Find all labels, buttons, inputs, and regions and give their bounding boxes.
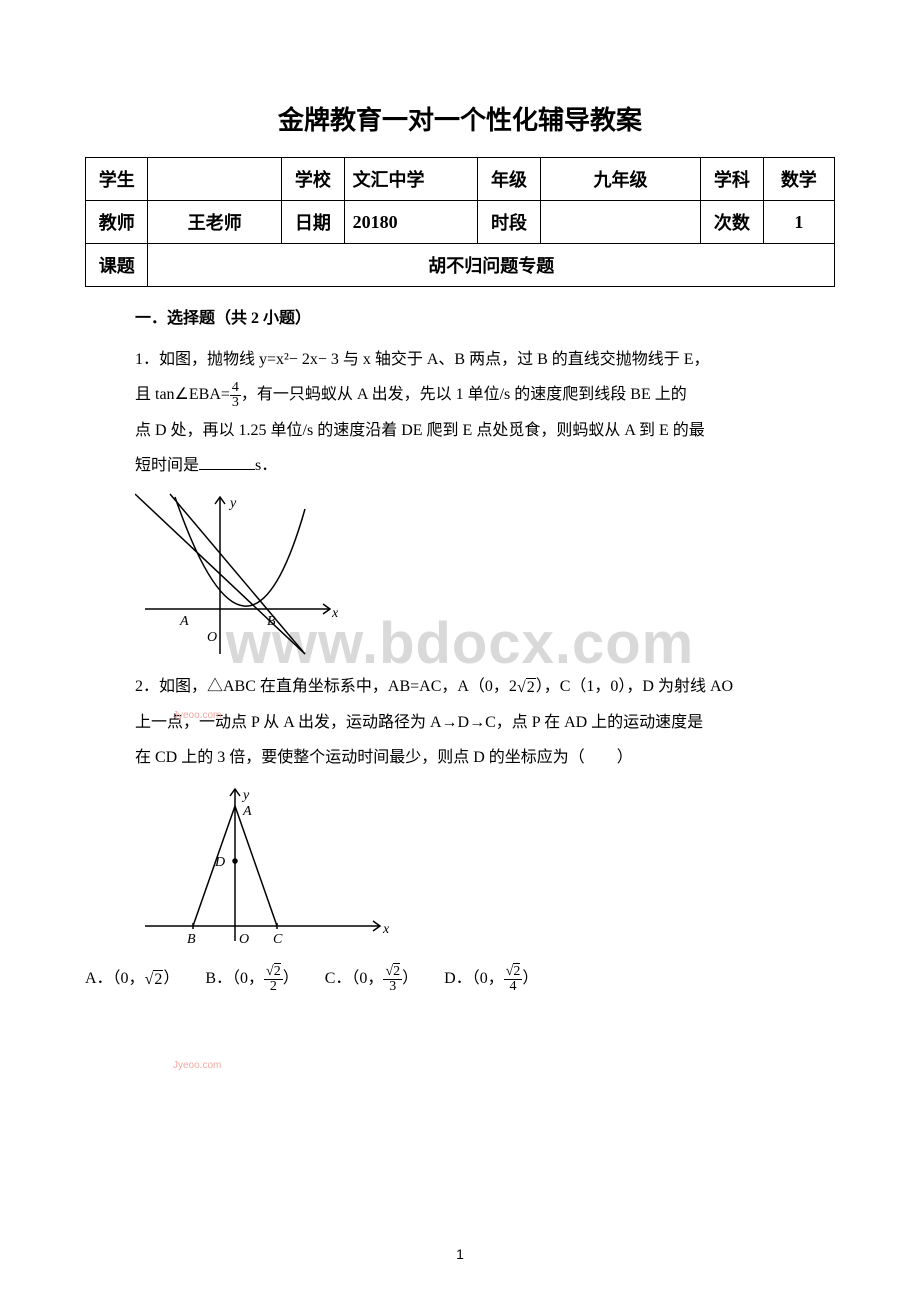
hdr-period-label: 时段	[478, 201, 540, 244]
q2-line2: 上一点，一动点 P 从 A 出发，运动路径为 A→D→C，点 P 在 AD 上的…	[135, 705, 835, 740]
hdr-student-label: 学生	[86, 158, 148, 201]
frac-D: √24	[504, 965, 523, 994]
sqrt-icon: √2	[145, 962, 164, 997]
fig1-A-label: A	[179, 614, 189, 629]
answer-options: A．（0，√2） B．（0，√22） C．（0，√23） D．（0，√24）	[85, 961, 835, 997]
optA-rad: 2	[153, 970, 163, 988]
option-A: A．（0，√2）	[85, 961, 179, 997]
sqrt-2: √2	[517, 670, 536, 705]
fig2-y-label: y	[241, 788, 250, 803]
optC-post: ）	[402, 970, 418, 987]
fig2-x-label: x	[382, 922, 390, 937]
optD-den: 4	[504, 980, 523, 994]
q1-line4b: s．	[255, 457, 277, 474]
option-C: C．（0，√23）	[325, 961, 418, 996]
optC-pre: C．（0，	[325, 970, 384, 987]
optB-post: ）	[283, 970, 299, 987]
hdr-date-label: 日期	[282, 201, 344, 244]
fig1-y-label: y	[228, 496, 237, 511]
q1-line1: 1．如图，抛物线 y=x²− 2x− 3 与 x 轴交于 A、B 两点，过 B …	[135, 342, 835, 377]
question-1: 1．如图，抛物线 y=x²− 2x− 3 与 x 轴交于 A、B 两点，过 B …	[135, 342, 835, 483]
hdr-teacher-val: 王老师	[148, 201, 282, 244]
option-B: B．（0，√22）	[205, 961, 298, 996]
section-header: 一．选择题（共 2 小题）	[135, 301, 835, 336]
hdr-grade-val: 九年级	[540, 158, 701, 201]
fig2-C-label: C	[273, 932, 283, 947]
header-table: 学生 学校 文汇中学 年级 九年级 学科 数学 教师 王老师 日期 20180 …	[85, 157, 835, 287]
answer-blank	[199, 454, 255, 470]
q1-line2b: ，有一只蚂蚁从 A 出发，先以 1 单位/s 的速度爬到线段 BE 上的	[241, 386, 687, 403]
hdr-grade-label: 年级	[478, 158, 540, 201]
q1-line4: 短时间是 s．	[135, 448, 835, 483]
question-2: 2．如图，△ABC 在直角坐标系中，AB=AC，A（0，2√2），C（1，0），…	[135, 669, 835, 775]
frac-B: √22	[264, 965, 283, 994]
fig2-O-label: O	[239, 932, 249, 947]
q1-line2: 且 tan∠EBA=43，有一只蚂蚁从 A 出发，先以 1 单位/s 的速度爬到…	[135, 377, 835, 412]
optD-pre: D．（0，	[444, 970, 504, 987]
frac-den: 3	[230, 396, 241, 410]
option-D: D．（0，√24）	[444, 961, 538, 996]
hdr-count-val: 1	[763, 201, 834, 244]
optA-post: ）	[163, 970, 179, 987]
fraction-4-3: 43	[230, 381, 241, 410]
fig1-O-label: O	[207, 630, 217, 645]
hdr-count-label: 次数	[701, 201, 763, 244]
hdr-school-label: 学校	[282, 158, 344, 201]
hdr-school-val: 文汇中学	[344, 158, 478, 201]
page-number: 1	[456, 1246, 464, 1262]
jyeoo-mark-2: Jyeoo.com	[173, 1060, 221, 1071]
optC-numrad: 2	[393, 963, 400, 979]
hdr-period-val	[540, 201, 701, 244]
fig2-D-label: D	[214, 855, 225, 870]
frac-num: 4	[230, 381, 241, 396]
hdr-subject-val: 数学	[763, 158, 834, 201]
frac-C: √23	[383, 965, 402, 994]
hdr-teacher-label: 教师	[86, 201, 148, 244]
optD-post: ）	[522, 970, 538, 987]
figure-1: y x A B O	[135, 489, 345, 659]
fig2-A-label: A	[242, 804, 252, 819]
optB-pre: B．（0，	[205, 970, 264, 987]
figure-2: y x A D B O C	[135, 781, 395, 951]
fig1-B-label: B	[267, 614, 276, 629]
optB-numrad: 2	[274, 963, 281, 979]
optA-pre: A．（0，	[85, 970, 145, 987]
optB-den: 2	[264, 980, 283, 994]
hdr-topic-label: 课题	[86, 244, 148, 287]
q1-line3: 点 D 处，再以 1.25 单位/s 的速度沿着 DE 爬到 E 点处觅食，则蚂…	[135, 413, 835, 448]
fig1-x-label: x	[331, 606, 339, 621]
hdr-date-val: 20180	[344, 201, 478, 244]
jyeoo-mark: Jyeoo.com	[173, 710, 221, 721]
hdr-student-val	[148, 158, 282, 201]
q2-line1: 2．如图，△ABC 在直角坐标系中，AB=AC，A（0，2√2），C（1，0），…	[135, 669, 835, 705]
optD-numrad: 2	[513, 963, 520, 979]
page-title: 金牌教育一对一个性化辅导教案	[85, 100, 835, 137]
fig2-B-label: B	[187, 932, 196, 947]
radicand: 2	[526, 678, 536, 696]
q2-line1a: 2．如图，△ABC 在直角坐标系中，AB=AC，A（0，2	[135, 678, 517, 695]
q2-line3: 在 CD 上的 3 倍，要使整个运动时间最少，则点 D 的坐标应为（ ）	[135, 740, 835, 775]
hdr-topic-val: 胡不归问题专题	[148, 244, 835, 287]
q2-line1b: ），C（1，0），D 为射线 AO	[536, 678, 733, 695]
hdr-subject-label: 学科	[701, 158, 763, 201]
q1-line4a: 短时间是	[135, 457, 199, 474]
q1-line2a: 且 tan∠EBA=	[135, 386, 230, 403]
optC-den: 3	[383, 980, 402, 994]
